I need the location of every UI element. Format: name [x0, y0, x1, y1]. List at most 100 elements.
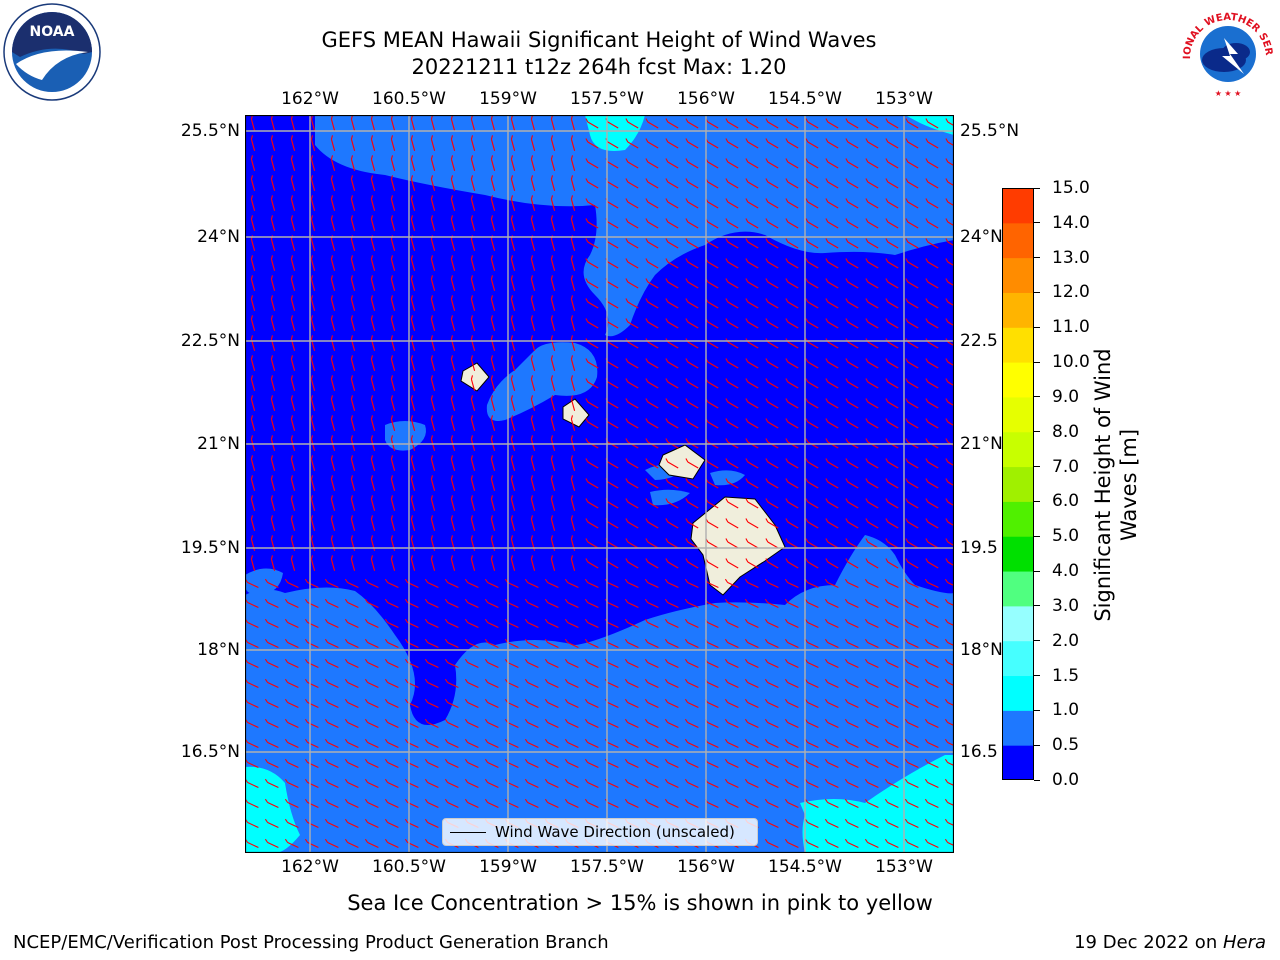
wave-direction-arrow	[464, 618, 479, 628]
colorbar-swatch	[1002, 188, 1034, 224]
wave-direction-arrow	[925, 398, 939, 409]
wave-direction-arrow	[424, 698, 439, 708]
wave-direction-arrow	[250, 255, 256, 271]
wave-direction-arrow	[644, 698, 659, 708]
wave-direction-arrow	[784, 598, 799, 608]
wave-direction-arrow	[765, 258, 779, 269]
wave-direction-arrow	[270, 155, 276, 171]
wave-direction-arrow	[504, 658, 519, 668]
wave-direction-arrow	[390, 195, 396, 211]
wave-direction-arrow	[490, 435, 496, 451]
wave-direction-arrow	[530, 555, 536, 571]
wave-direction-arrow	[510, 495, 516, 511]
wave-direction-arrow	[364, 658, 379, 668]
wave-direction-arrow	[550, 275, 556, 291]
wave-direction-arrow	[290, 455, 296, 471]
wave-direction-arrow	[845, 278, 859, 289]
wave-direction-arrow	[530, 475, 536, 491]
wave-direction-arrow	[625, 318, 639, 329]
wave-direction-arrow	[824, 678, 839, 688]
wave-direction-arrow	[685, 318, 699, 329]
wave-direction-arrow	[450, 495, 456, 511]
wave-direction-arrow	[430, 315, 436, 331]
lat-tick-right: 21°N	[960, 434, 1003, 454]
wave-direction-arrow	[685, 418, 699, 429]
wave-direction-arrow	[744, 618, 759, 628]
wave-direction-arrow	[290, 515, 296, 531]
wave-direction-arrow	[744, 778, 759, 788]
wave-direction-arrow	[324, 618, 339, 628]
wave-direction-arrow	[645, 158, 659, 169]
wave-direction-arrow	[665, 238, 679, 249]
wave-direction-arrow	[765, 378, 779, 389]
wave-direction-arrow	[530, 455, 536, 471]
wave-direction-arrow	[510, 255, 516, 271]
hawaiian-islands	[460, 362, 786, 596]
wave-direction-arrow	[764, 718, 779, 728]
colorbar-tick-label: 15.0	[1052, 178, 1090, 198]
wave-direction-arrow	[270, 275, 276, 291]
wave-direction-arrow	[624, 658, 639, 668]
kauai-island	[460, 362, 490, 392]
wave-direction-arrow	[310, 375, 316, 391]
wave-direction-arrow	[384, 758, 399, 768]
wave-direction-arrow	[464, 798, 479, 808]
wave-direction-arrow	[665, 158, 679, 169]
wave-direction-arrow	[845, 518, 859, 529]
wave-direction-arrow	[725, 498, 739, 509]
colorbar-tick-label: 0.0	[1052, 770, 1080, 790]
wave-direction-arrow	[470, 255, 476, 271]
wave-direction-arrow	[550, 135, 556, 151]
colorbar	[1002, 188, 1034, 780]
wave-direction-arrow	[805, 558, 819, 569]
wave-direction-arrow	[744, 698, 759, 708]
wave-direction-arrow	[430, 415, 436, 431]
wave-direction-arrow	[585, 518, 599, 529]
wave-direction-arrow	[684, 638, 699, 648]
wave-direction-arrow	[644, 638, 659, 648]
wave-direction-arrow	[330, 515, 336, 531]
wave-direction-arrow	[885, 398, 899, 409]
wave-direction-arrow	[585, 138, 599, 149]
wave-direction-arrow	[824, 718, 839, 728]
wave-direction-arrow	[625, 418, 639, 429]
wave-direction-arrow	[864, 678, 879, 688]
wave-direction-arrow	[490, 315, 496, 331]
wave-direction-arrow	[330, 295, 336, 311]
wave-direction-arrow	[530, 315, 536, 331]
colorbar-tick-label: 9.0	[1052, 386, 1080, 407]
lat-tick-left: 25.5°N	[180, 121, 240, 141]
colorbar-tick-mark	[1034, 396, 1040, 398]
wave-direction-arrow	[390, 275, 396, 291]
map-frame	[245, 115, 954, 853]
wave-direction-arrow	[785, 398, 799, 409]
wave-direction-arrow	[884, 758, 899, 768]
wave-direction-arrow	[570, 435, 576, 451]
wave-direction-arrow	[284, 778, 299, 788]
lat-tick-left: 19.5°N	[180, 538, 240, 558]
legend-label: Wind Wave Direction (unscaled)	[495, 823, 735, 841]
wave-direction-arrow	[464, 638, 479, 648]
colorbar-tick-label: 10.0	[1052, 352, 1090, 373]
wave-direction-arrow	[825, 498, 839, 509]
wave-direction-arrow	[344, 798, 359, 808]
lat-tick-left: 21°N	[197, 434, 240, 454]
wave-direction-arrow	[805, 218, 819, 229]
wave-direction-arrow	[825, 278, 839, 289]
wave-direction-arrow	[625, 118, 639, 129]
wave-direction-arrow	[765, 478, 779, 489]
wave-direction-arrow	[370, 535, 376, 551]
wave-direction-arrow	[384, 618, 399, 628]
wave-direction-arrow	[564, 698, 579, 708]
wave-direction-arrow	[865, 458, 879, 469]
wave-direction-arrow	[764, 658, 779, 668]
wave-direction-arrow	[725, 318, 739, 329]
wave-direction-arrow	[825, 378, 839, 389]
wave-direction-arrow	[384, 738, 399, 748]
wave-direction-arrow	[804, 678, 819, 688]
colorbar-tick-mark	[1034, 222, 1040, 224]
wave-direction-arrow	[645, 478, 659, 489]
wave-direction-arrow	[310, 255, 316, 271]
wave-direction-arrow	[924, 718, 939, 728]
wave-direction-arrow	[884, 718, 899, 728]
